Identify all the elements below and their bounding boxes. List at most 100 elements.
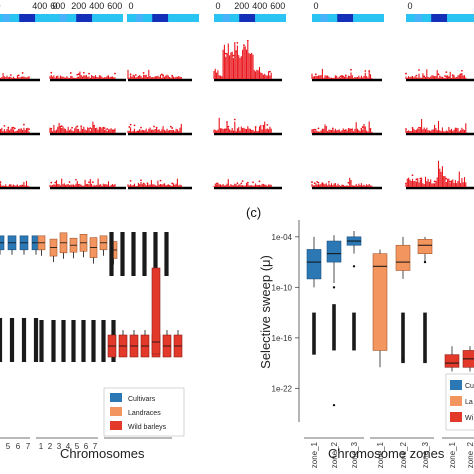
manhattan-point [235,50,238,52]
manhattan-point [12,184,15,187]
manhattan-point [129,123,132,126]
manhattan-point [103,127,106,130]
manhattan-point [93,124,96,127]
manhattan-point [448,76,450,79]
manhattan-point [341,75,343,77]
manhattan-point [0,181,2,183]
manhattan-point [252,181,254,184]
manhattan-point [50,71,53,74]
position-track-centromere [76,14,93,22]
outlier-point [332,403,336,407]
position-track-strip: 040060002004006000020040060000 [0,1,474,22]
manhattan-point [215,182,218,185]
track-tick-label: 400 [32,1,47,11]
legend-label-wild-barleys: Wild barleys [128,424,167,431]
manhattan-point [10,74,12,76]
manhattan-point [222,184,225,186]
manhattan-point [405,182,407,185]
manhattan-point [344,74,347,77]
track-tick-label: 0 [0,1,1,11]
manhattan-point [240,182,243,185]
manhattan-point [54,181,57,184]
manhattan-point [444,75,446,77]
x-tick-label: 1 [39,442,44,451]
manhattan-point [170,125,172,128]
manhattan-point [445,71,448,74]
manhattan-point [146,182,149,185]
manhattan-point [154,128,157,131]
x-tick-label-zone: zone_1 [448,441,457,468]
x-tick-label-zone: zone_1 [310,441,319,468]
x-tick-label: 4 [66,442,71,451]
position-track-centromere [337,14,354,22]
manhattan-point [433,180,436,183]
position-track-centromere [239,14,256,22]
manhattan-point [311,181,313,183]
manhattan-point [418,69,420,71]
legend-key-landraces [110,407,122,416]
manhattan-point [137,130,140,133]
manhattan-point [129,179,132,182]
manhattan-point [321,182,324,185]
panel-c-boxplots: (c) Selective sweep (μ) 1e-041e-101e-161… [246,205,474,468]
manhattan-point [50,127,53,130]
legend-key-wild-barleys [110,421,122,430]
panel-c-y-axis-label: Selective sweep (μ) [258,255,273,369]
manhattan-point [80,125,83,128]
legend-label-la: La [465,399,473,406]
manhattan-point [246,39,249,42]
manhattan-point [369,128,372,130]
panel-c-x-axis-label: Chromosome zones [328,446,445,461]
manhattan-point [405,128,407,130]
manhattan-point [89,127,92,129]
track-tick-label: 400 [252,1,267,11]
manhattan-point [172,183,175,186]
manhattan-point [419,177,422,180]
manhattan-point [11,126,14,129]
manhattan-point [361,126,364,128]
legend-label-wi: Wi [465,415,474,422]
manhattan-point [142,182,145,185]
manhattan-point [110,76,112,79]
manhattan-point [317,181,320,184]
x-tick-label-zone: zone_1 [376,441,385,468]
y-tick-label: 1e-10 [272,283,293,292]
box-landraces [417,239,433,254]
manhattan-point [8,184,11,186]
track-tick-label: 0 [128,1,133,11]
manhattan-grid [0,39,474,190]
y-tick-label: 1e-16 [272,334,293,343]
manhattan-point [88,181,90,184]
panel-c-box-group [306,230,474,407]
manhattan-point [262,124,265,127]
position-track-segment [222,14,230,22]
manhattan-point [423,75,426,78]
panel-c-x-axis: zone_1 zone_2 zone_3 zone_1 zone_2 zone_3 zone… [304,437,474,468]
manhattan-point [461,69,463,72]
manhattan-point [71,126,73,129]
manhattan-point [342,75,345,78]
manhattan-point [76,125,79,128]
manhattan-point [459,73,462,76]
manhattan-point [411,127,414,129]
manhattan-point [243,44,245,47]
manhattan-point [347,181,350,184]
box-wild-barleys [444,354,460,368]
x-tick-label: 6 [16,442,21,451]
position-track-segment [320,14,328,22]
track-tick-label: 600 [50,1,65,11]
manhattan-point [232,54,235,57]
manhattan-point [227,125,230,128]
manhattan-point [313,182,316,185]
position-track-segment [2,14,10,22]
manhattan-point [224,52,227,55]
manhattan-point [364,70,367,72]
panel-b-x-axis-label: Chromosomes [60,446,145,461]
manhattan-point [85,184,88,186]
position-track-segment [414,14,422,22]
manhattan-point [163,183,166,186]
manhattan-point [159,179,162,182]
position-track-centromere [19,14,36,22]
